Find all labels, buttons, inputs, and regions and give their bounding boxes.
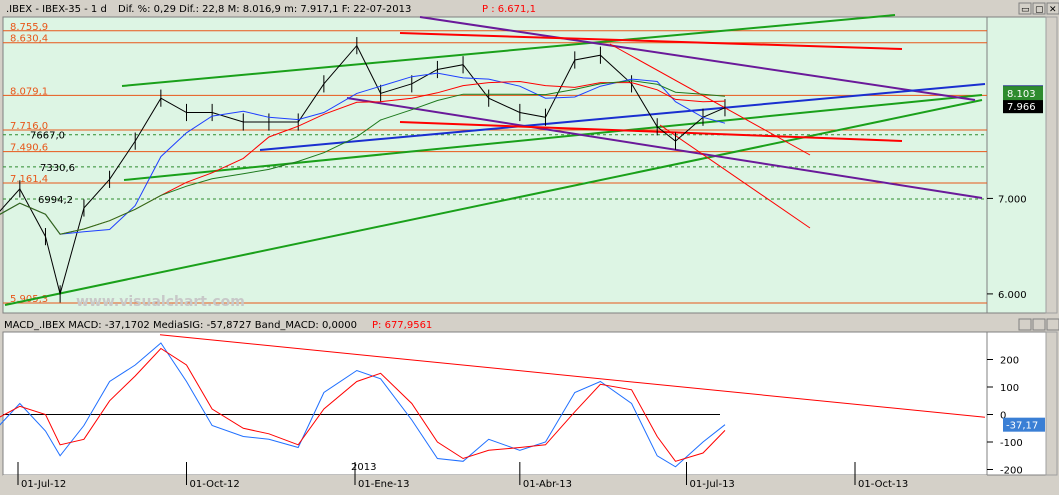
macd-trendline [159, 334, 986, 418]
price-axis-bg [986, 16, 1047, 314]
channel-green-mid [123, 94, 983, 181]
macd-tick-label-2: 0 [1000, 411, 1006, 422]
level-label-3: 7.716,0 [10, 121, 48, 132]
macd-plot-bg [2, 331, 988, 476]
channel-purple-upper [419, 16, 976, 101]
macd-tick-label-3: -100 [1000, 438, 1023, 449]
price-tick-label-1: 6.000 [998, 290, 1027, 301]
macd-tick-label-4: -200 [1000, 466, 1023, 477]
macd-series-0 [0, 342, 726, 468]
macd-header: MACD_.IBEX MACD: -37,1702 MediaSIG: -57,… [4, 320, 357, 331]
macd-value-box-label: -37,17 [1006, 421, 1038, 432]
macd-axis-bg [986, 331, 1047, 476]
value-box-label-1: 7.966 [1007, 102, 1036, 113]
price-series-line [0, 44, 726, 296]
price-plot-bg [2, 16, 988, 314]
trendline-red-upper [399, 32, 903, 50]
macd-tick-label-0: 200 [1000, 356, 1019, 367]
close-icon[interactable]: ✕ [1049, 5, 1057, 15]
trendline-red-thin-2 [659, 124, 811, 229]
macd-window-controls[interactable] [1018, 318, 1059, 331]
level-label-1: 8.630,4 [10, 34, 48, 45]
minimize-icon[interactable]: ▭ [1021, 5, 1030, 15]
ma-green [0, 80, 726, 235]
level-label-4: 7.490,6 [10, 143, 48, 154]
value-box-1 [1003, 99, 1043, 114]
price-window-controls[interactable]: ▭ ▢ ✕ [1018, 2, 1059, 15]
x-tick-label-3: 01-Abr-13 [523, 479, 572, 490]
price-header-stats: Dif. %: 0,29 Dif.: 22,8 M: 8.016,9 m: 7.… [118, 4, 411, 15]
ma-blue [0, 72, 726, 235]
macd-series-1 [0, 347, 726, 462]
macd-scrollbar[interactable] [1045, 331, 1058, 476]
level-label-5: 7.161,4 [10, 174, 48, 185]
macd-value-box [1003, 417, 1045, 432]
price-tick-label-0: 7.000 [998, 194, 1027, 205]
maximize-icon[interactable]: ▢ [1035, 5, 1044, 15]
value-box-label-2: 8.103 [1007, 89, 1036, 100]
level-label-2: 8.079,1 [10, 86, 48, 97]
channel-purple-lower [346, 97, 983, 199]
x-year-label: 2013 [351, 462, 376, 473]
annotation-0: 7667,0 [30, 131, 65, 142]
x-tick-label-5: 01-Oct-13 [858, 479, 908, 490]
x-tick-label-2: 01-Ene-13 [358, 479, 409, 490]
annotation-2: 6994,2 [38, 195, 73, 206]
trendline-red-lower [399, 121, 903, 142]
watermark: www.visualchart.com [76, 294, 245, 310]
level-label-0: 8.755,9 [10, 22, 48, 33]
x-tick-label-0: 01-Jul-12 [21, 479, 66, 490]
macd-tick-label-1: 100 [1000, 383, 1019, 394]
x-axis-bg [3, 475, 987, 494]
macd-content: 200 100 0 -100 -200 -37,17 [0, 334, 1045, 477]
price-header-symbol: .IBEX - IBEX-35 - 1 d [6, 4, 107, 15]
trendline-red-thin-1 [609, 43, 811, 156]
trendline-blue [259, 83, 986, 151]
x-axis: 01-Jul-12 01-Oct-12 01-Ene-13 01-Abr-13 01-J… [17, 462, 908, 490]
price-scrollbar[interactable] [1045, 16, 1058, 314]
macd-header-p: P: 677,9561 [372, 320, 432, 331]
price-content: 8.755,98.630,4 8.079,1 7.716,0 7.490,6 7.161… [0, 14, 1043, 306]
x-tick-label-1: 01-Oct-12 [189, 479, 239, 490]
annotation-1: 7330,6 [40, 163, 75, 174]
value-box-2 [1003, 86, 1043, 101]
channel-green-upper [121, 14, 896, 87]
x-tick-label-4: 01-Jul-13 [690, 479, 735, 490]
price-header-p: P : 6.671,1 [482, 4, 536, 15]
channel-green-lower [4, 99, 983, 306]
